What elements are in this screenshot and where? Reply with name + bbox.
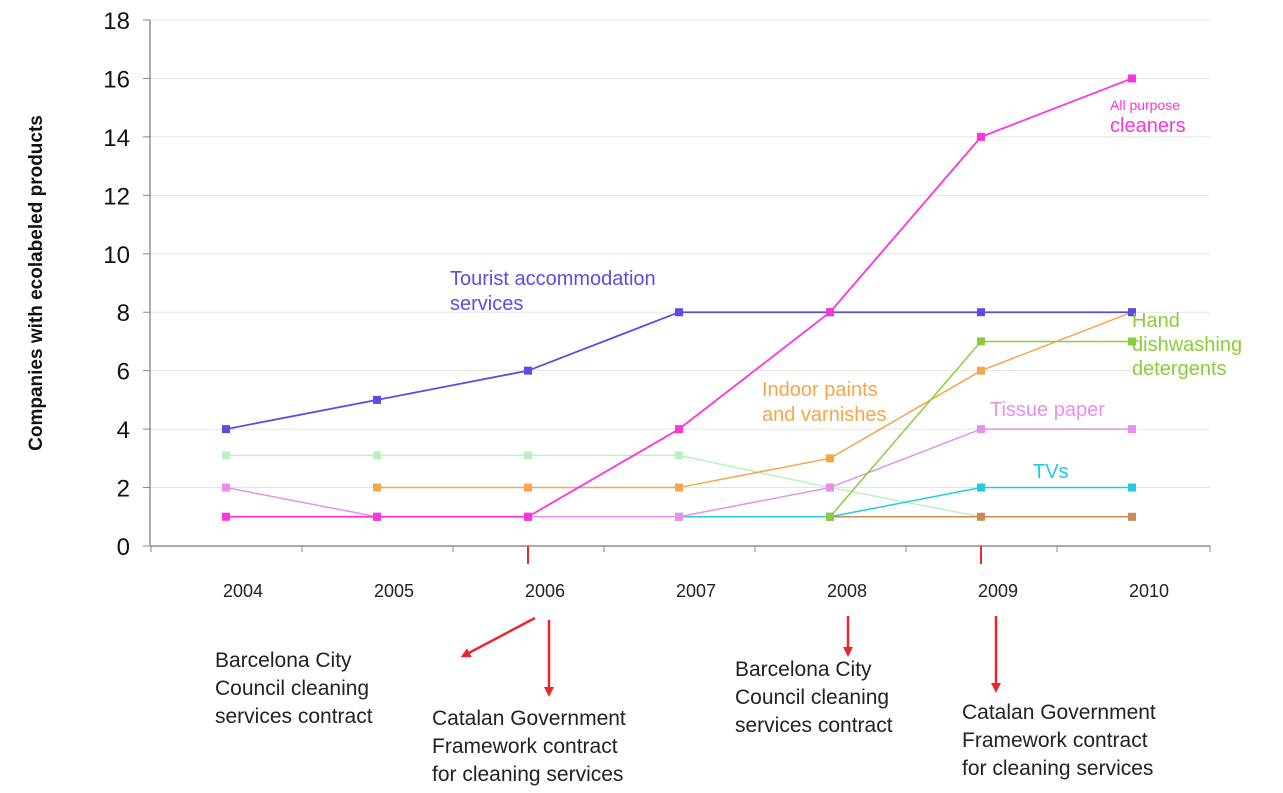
y-tick-label: 16	[103, 66, 130, 93]
annotation-label-2008: Barcelona City Council cleaning services c…	[735, 658, 893, 737]
data-point-tourist-accommodation-services	[675, 308, 683, 317]
y-tick-label: 4	[117, 417, 130, 444]
data-point-unlabeled-7	[1128, 512, 1136, 521]
series-line-indoor-paints-and-varnishes	[377, 311, 1133, 489]
annotation-arrow	[460, 616, 536, 658]
series-lines	[222, 74, 1136, 521]
data-point-hand-dishwashing-detergents	[977, 337, 985, 346]
data-point-all-purpose-cleaners	[524, 512, 532, 521]
series-label-indoor-paints-and-varnishes: Indoor paints and varnishes	[762, 379, 887, 426]
data-point-tourist-accommodation-services	[1128, 308, 1136, 317]
data-point-tourist-accommodation-services	[524, 366, 532, 375]
data-point-all-purpose-cleaners	[1128, 74, 1136, 83]
data-point-tourist-accommodation-services	[222, 425, 230, 434]
annotation-label-2009: Catalan Government Framework contract for …	[962, 701, 1156, 780]
y-tick-label: 0	[117, 534, 130, 561]
data-point-indoor-paints-and-varnishes	[373, 483, 381, 492]
data-point-unlabeled-6	[675, 451, 683, 460]
y-tick-label: 8	[117, 300, 130, 327]
x-tick-label: 2009	[978, 581, 1018, 601]
data-point-tvs	[977, 483, 985, 492]
annotations: Barcelona City Council cleaning services c…	[215, 616, 1156, 786]
data-point-all-purpose-cleaners	[826, 308, 834, 317]
series-label-tourist-accommodation-services: Tourist accommodation services	[450, 268, 656, 315]
data-point-indoor-paints-and-varnishes	[826, 454, 834, 463]
annotation-label-2006: Catalan Government Framework contract for …	[432, 707, 626, 786]
data-point-tvs	[1128, 483, 1136, 492]
data-point-indoor-paints-and-varnishes	[977, 366, 985, 375]
data-point-tissue-paper	[1128, 425, 1136, 434]
data-point-indoor-paints-and-varnishes	[675, 483, 683, 492]
data-point-unlabeled-6	[222, 451, 230, 460]
y-tick-label: 6	[117, 359, 130, 386]
data-point-all-purpose-cleaners	[222, 512, 230, 521]
x-tick-label: 2006	[525, 581, 565, 601]
series-line-tissue-paper	[225, 428, 1132, 518]
data-point-hand-dishwashing-detergents	[1128, 337, 1136, 346]
data-point-all-purpose-cleaners	[977, 132, 985, 141]
data-point-all-purpose-cleaners	[675, 425, 683, 434]
y-tick-label: 18	[103, 8, 130, 35]
series-label-hand-dishwashing-detergents: Hand dishwashing detergents	[1132, 310, 1242, 380]
data-point-indoor-paints-and-varnishes	[524, 483, 532, 492]
gridlines	[150, 19, 1210, 489]
data-point-hand-dishwashing-detergents	[826, 512, 834, 521]
y-tick-label: 2	[117, 476, 130, 503]
y-tick-label: 12	[103, 183, 130, 210]
y-tick-label: 10	[103, 242, 130, 269]
series-label-tvs: TVs	[1033, 461, 1069, 483]
series-label-tissue-paper: Tissue paper	[990, 399, 1105, 421]
x-tick-label: 2008	[827, 581, 867, 601]
data-point-tourist-accommodation-services	[373, 395, 381, 404]
data-point-unlabeled-7	[977, 512, 985, 521]
x-tick-label: 2007	[676, 581, 716, 601]
data-point-tourist-accommodation-services	[977, 308, 985, 317]
x-tick-label: 2005	[374, 581, 414, 601]
annotation-label-2006: Barcelona City Council cleaning services c…	[215, 649, 373, 728]
data-point-unlabeled-6	[373, 451, 381, 460]
data-point-tissue-paper	[826, 483, 834, 492]
x-tick-label: 2004	[223, 581, 263, 601]
series-line-all-purpose-cleaners	[226, 77, 1133, 518]
data-point-unlabeled-6	[524, 451, 532, 460]
data-point-tissue-paper	[977, 425, 985, 434]
series-labels: Tourist accommodation services All purpose…	[450, 97, 1242, 483]
data-point-tissue-paper	[675, 512, 683, 521]
series-label-all-purpose-cleaners: All purpose cleaners	[1110, 97, 1186, 137]
y-tick-label: 14	[103, 125, 130, 152]
data-point-tissue-paper	[222, 483, 230, 492]
data-point-all-purpose-cleaners	[373, 512, 381, 521]
axes: 0 2 4 6 8 10 12 14 16 18 2004 2005 2006 2007 2008 2009 2…	[26, 8, 1211, 601]
y-axis-label: Companies with ecolabeled products	[26, 115, 47, 451]
x-tick-label: 2010	[1129, 581, 1169, 601]
